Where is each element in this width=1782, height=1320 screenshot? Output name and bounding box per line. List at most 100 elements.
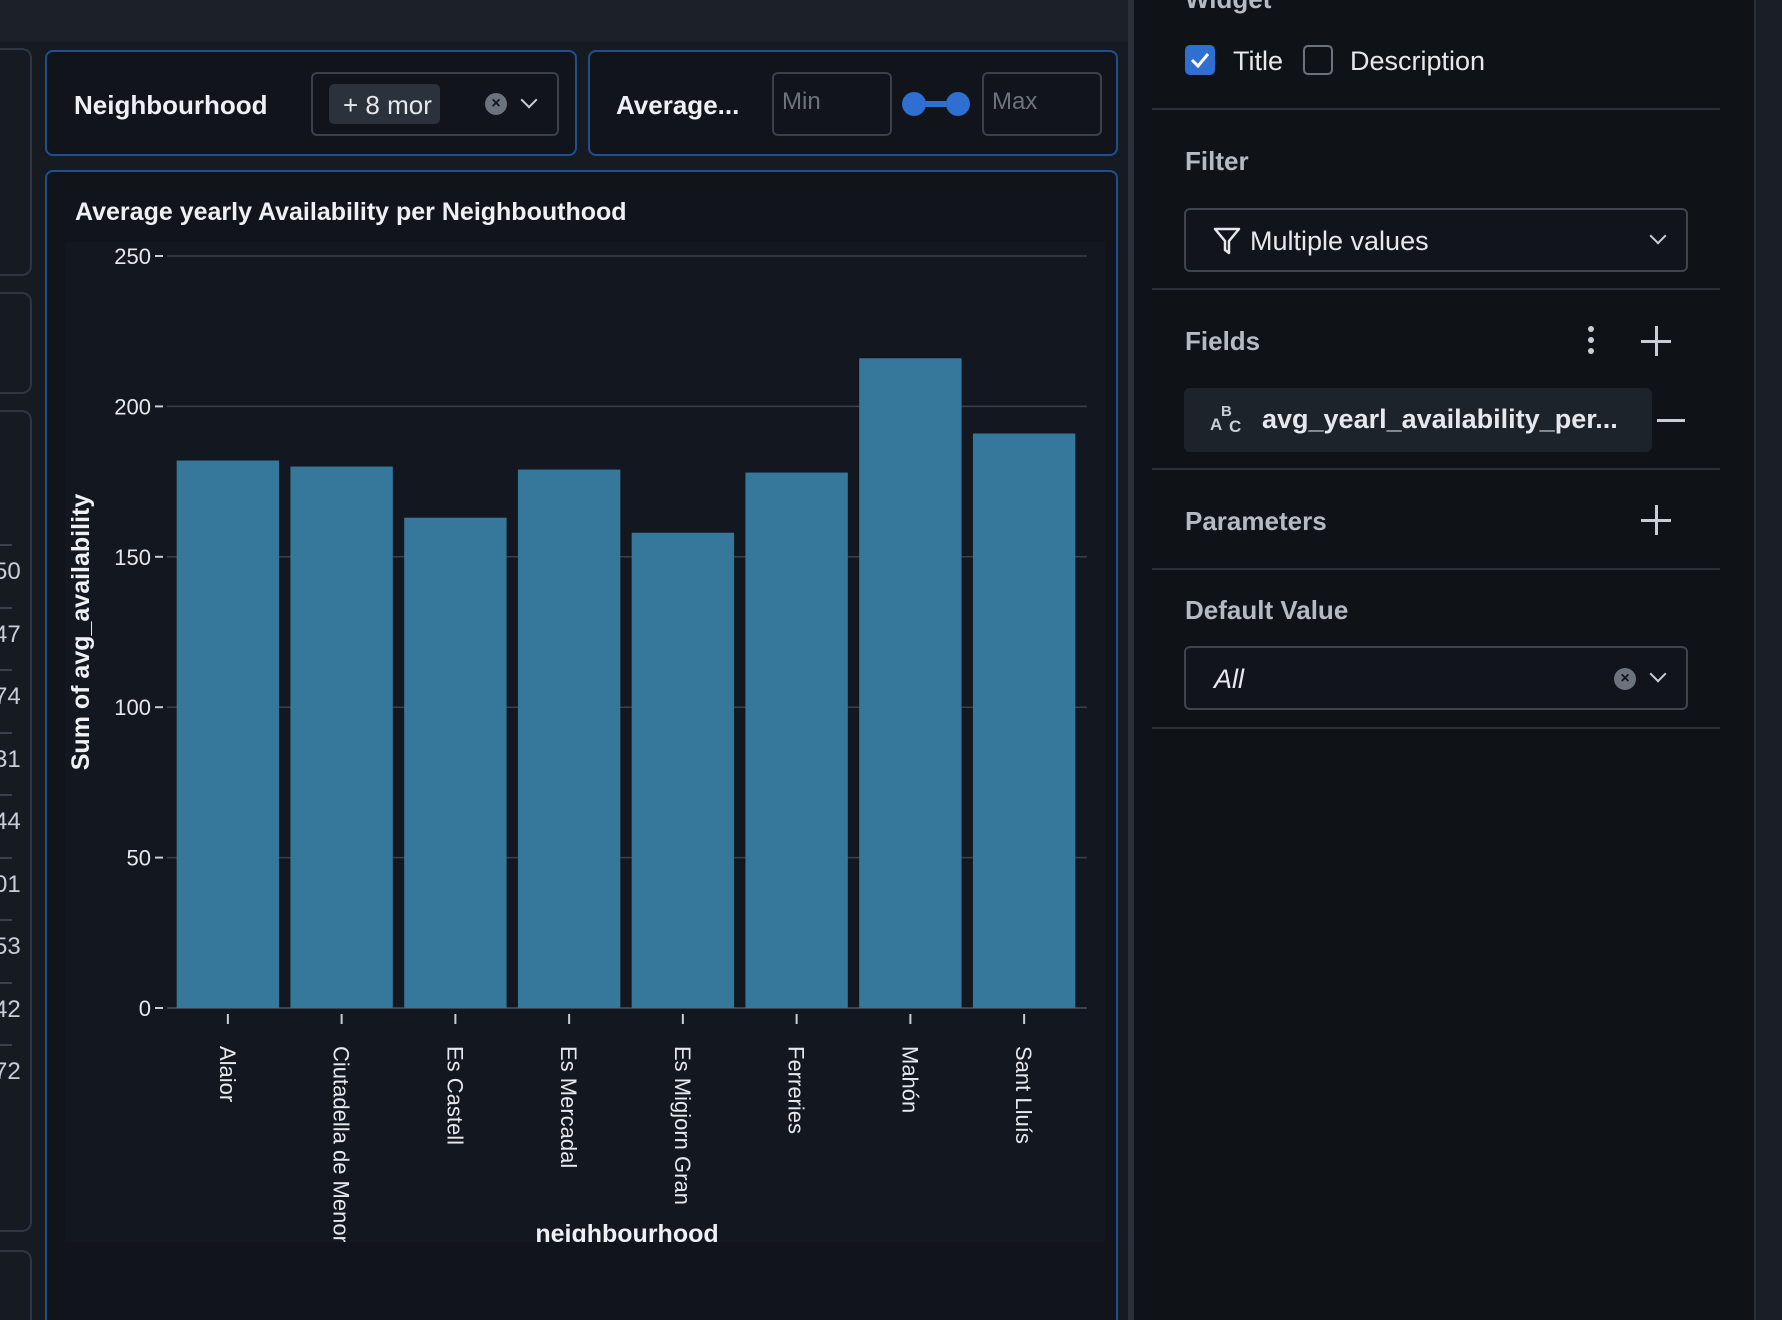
x-tick-label: Alaior	[215, 1046, 240, 1102]
x-axis: Alaior Ciutadella de Menorca Es Castell Es …	[215, 1014, 1036, 1242]
range-max-input[interactable]: Max	[982, 72, 1102, 136]
fields-more-icon[interactable]	[1588, 326, 1596, 359]
y-tick-label: 100	[114, 695, 151, 720]
clipped-table-value: 42	[0, 995, 21, 1023]
range-min-input[interactable]: Min	[772, 72, 892, 136]
x-tick-label: Sant Lluís	[1011, 1046, 1036, 1144]
add-parameter-plus-icon[interactable]	[1641, 505, 1671, 535]
clipped-widget[interactable]	[0, 48, 32, 276]
slider-min-handle[interactable]	[902, 92, 926, 116]
title-checkbox[interactable]	[1185, 45, 1215, 75]
parameters-section-title: Parameters	[1185, 506, 1327, 536]
clipped-table-tick	[0, 606, 12, 609]
average-range-filter-widget[interactable]: Average... Min Max	[588, 50, 1118, 156]
clipped-table-tick	[0, 731, 12, 734]
clipped-table-tick	[0, 1044, 12, 1046]
svg-text:C: C	[1229, 417, 1241, 436]
filter-select[interactable]: Multiple values	[1184, 208, 1688, 272]
clipped-widget[interactable]	[0, 292, 32, 394]
chevron-down-icon[interactable]	[1649, 665, 1667, 683]
clipped-widget[interactable]	[0, 1250, 32, 1320]
chevron-down-icon	[1649, 227, 1667, 245]
divider	[1152, 727, 1720, 729]
default-value-select[interactable]: All ×	[1184, 646, 1688, 710]
clipped-table-value: 47	[0, 620, 21, 648]
clipped-table-value: 31	[0, 745, 21, 773]
svg-text:B: B	[1221, 403, 1232, 420]
filter-section-title: Filter	[1185, 146, 1249, 176]
bar	[745, 472, 848, 1008]
selected-values-chip[interactable]: + 8 mor	[329, 84, 440, 124]
neighbourhood-filter-widget[interactable]: Neighbourhood + 8 mor ×	[45, 50, 577, 156]
divider	[1152, 288, 1720, 290]
y-tick-label: 150	[114, 545, 151, 570]
bar-chart: 0 50 100 150 200 250 Alaior Ciutadella de Meno…	[65, 242, 1105, 1242]
filter-select-value: Multiple values	[1250, 226, 1429, 256]
bars	[176, 358, 1076, 1009]
neighbourhood-filter-label: Neighbourhood	[74, 90, 268, 120]
dashboard-canvas: 50 47 74 31 44 01 53 42 72 Neighbourhood + 8 mor…	[0, 0, 1128, 1320]
bar	[859, 358, 962, 1009]
svg-text:A: A	[1210, 415, 1222, 434]
clipped-table-value: 01	[0, 870, 21, 898]
description-checkbox[interactable]	[1303, 45, 1333, 75]
x-tick-label: Es Mercadal	[556, 1046, 581, 1168]
clipped-table-tick	[0, 856, 12, 859]
fields-section-title: Fields	[1185, 326, 1261, 356]
chevron-down-icon[interactable]	[520, 91, 538, 109]
canvas-top-band	[0, 0, 1128, 42]
checkmark-icon	[1190, 53, 1210, 69]
filter-funnel-icon	[1213, 227, 1241, 255]
divider	[1152, 568, 1720, 570]
bar	[517, 469, 621, 1008]
y-axis-label: Sum of avg_availability	[67, 494, 95, 771]
chart-title: Average yearly Availability per Neighbou…	[75, 198, 627, 226]
divider	[1152, 468, 1720, 470]
divider	[1152, 108, 1720, 110]
clear-icon[interactable]: ×	[485, 93, 507, 115]
bar	[290, 466, 393, 1008]
field-item[interactable]: A B C avg_yearl_availability_per...	[1184, 388, 1652, 452]
range-slider[interactable]	[902, 90, 972, 118]
clipped-table-tick	[0, 794, 12, 796]
y-axis: 0 50 100 150 200 250	[114, 244, 163, 1021]
remove-field-minus-icon[interactable]	[1657, 419, 1685, 422]
x-axis-label: neighbourhood	[535, 1220, 718, 1242]
clipped-table-value: 50	[0, 558, 21, 585]
average-filter-label: Average...	[616, 90, 740, 120]
add-field-plus-icon[interactable]	[1641, 326, 1671, 356]
slider-track	[912, 101, 962, 107]
clipped-table-widget[interactable]	[0, 410, 32, 1232]
x-tick-label: Mahón	[897, 1046, 922, 1113]
y-tick-label: 250	[114, 244, 151, 269]
bar	[631, 532, 735, 1008]
clipped-table-value: 72	[0, 1058, 21, 1085]
clipped-table-tick	[0, 544, 12, 546]
clipped-table-value: 44	[0, 808, 21, 835]
x-tick-label: Ferreries	[784, 1046, 809, 1134]
title-checkbox-label: Title	[1233, 46, 1284, 76]
default-value-section-title: Default Value	[1185, 595, 1349, 625]
x-tick-label: Es Castell	[442, 1046, 467, 1145]
bar	[404, 517, 507, 1008]
neighbourhood-multiselect[interactable]: + 8 mor ×	[311, 72, 559, 136]
clipped-table-tick	[0, 981, 12, 984]
widget-section-title: Widget	[1185, 0, 1271, 15]
bar	[176, 460, 280, 1008]
y-tick-label: 0	[139, 996, 151, 1021]
y-tick-label: 200	[114, 394, 151, 419]
y-tick-label: 50	[127, 846, 151, 871]
x-tick-label: Ciutadella de Menorca	[329, 1046, 354, 1242]
bar	[972, 433, 1076, 1008]
widget-more-icon[interactable]	[1654, 0, 1662, 3]
slider-max-handle[interactable]	[946, 92, 970, 116]
field-name: avg_yearl_availability_per...	[1262, 404, 1618, 434]
bar-chart-widget[interactable]: Average yearly Availability per Neighbou…	[45, 170, 1118, 1320]
clipped-table-tick	[0, 669, 12, 671]
clear-icon[interactable]: ×	[1614, 668, 1636, 690]
clipped-table-value: 74	[0, 683, 21, 710]
abc-text-icon: A B C	[1210, 403, 1241, 436]
panel-scrollbar[interactable]	[1754, 0, 1782, 1320]
default-value-text: All	[1214, 664, 1245, 694]
